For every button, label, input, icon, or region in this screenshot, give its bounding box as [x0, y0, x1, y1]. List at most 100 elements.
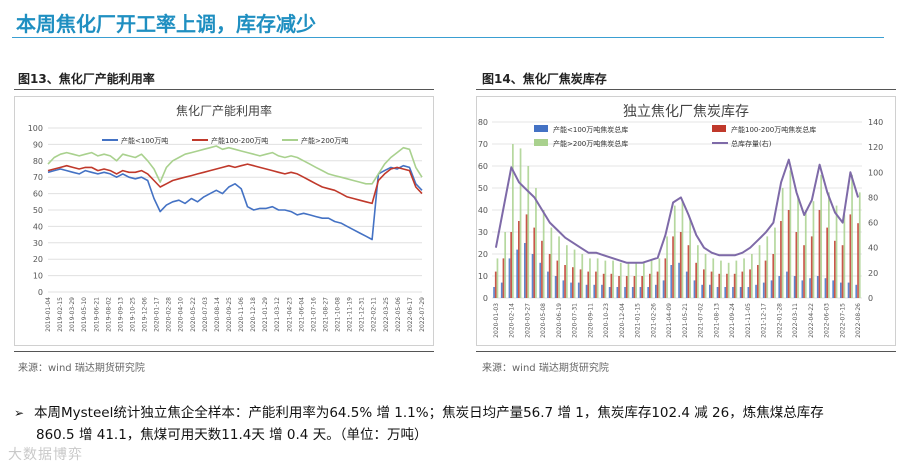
- chart2-bar-0: [809, 278, 811, 298]
- chart2-bar-0: [686, 272, 688, 298]
- chart2-bar-2: [612, 261, 614, 298]
- figure-13-caption: 图13、焦化厂产能利用率: [18, 70, 155, 87]
- chart2-bar-0: [740, 287, 742, 298]
- chart2-bar-1: [641, 276, 643, 298]
- chart2-bar-2: [697, 245, 699, 298]
- chart2-bar-1: [742, 272, 744, 298]
- chart2-bar-0: [632, 287, 634, 298]
- chart1-xtick-label: 2020-08-14: [214, 297, 221, 332]
- chart2-ytick-right-label: 100: [868, 168, 883, 177]
- chart2-bar-0: [547, 272, 549, 298]
- chart1-xtick-label: 2019-10-25: [129, 297, 136, 332]
- chart2-bar-0: [509, 258, 511, 298]
- chart1-ytick-label: 100: [28, 124, 43, 133]
- chart2-ytick-right-label: 60: [868, 219, 878, 228]
- chart2-xtick-label: 2021-12-17: [761, 303, 768, 338]
- chart1-xtick-label: 2020-07-03: [202, 297, 209, 332]
- page-title: 本周焦化厂开工率上调，库存减少: [16, 8, 316, 37]
- chart2-bar-0: [670, 265, 672, 298]
- chart2-bar-2: [712, 258, 714, 298]
- chart2-bar-2: [574, 250, 576, 298]
- chart1-xtick-label: 2021-07-16: [310, 297, 317, 332]
- chart2-ytick-left-label: 10: [478, 272, 488, 281]
- chart1-xtick-label: 2019-05-10: [81, 297, 88, 332]
- chart2-bar-1: [842, 245, 844, 298]
- chart1-xtick-label: 2021-11-19: [347, 297, 354, 332]
- chart2-bar-0: [763, 283, 765, 298]
- chart2-bar-0: [709, 285, 711, 298]
- chart2-bar-0: [570, 283, 572, 298]
- chart1-legend-label: 产能<100万吨: [121, 136, 168, 145]
- chart1-xtick-label: 2020-04-10: [178, 297, 185, 332]
- chart2-bar-2: [651, 261, 653, 298]
- chart1-xtick-label: 2021-03-12: [274, 297, 281, 332]
- chart2-bar-1: [564, 265, 566, 298]
- chart2-bar-1: [572, 267, 574, 298]
- chart2-xtick-label: 2020-09-11: [587, 303, 594, 338]
- chart1-xtick-label: 2022-07-29: [419, 297, 426, 332]
- chart2-bar-1: [549, 254, 551, 298]
- chart2-xtick-label: 2020-07-31: [572, 303, 579, 338]
- chart2-bar-2: [504, 232, 506, 298]
- chart2-bar-1: [734, 274, 736, 298]
- chart2-xtick-label: 2021-08-13: [713, 303, 720, 338]
- chart2-bar-0: [855, 285, 857, 298]
- chart1-xtick-label: 2020-09-25: [226, 297, 233, 332]
- chart2-bar-2: [797, 197, 799, 298]
- chart2-bar-2: [628, 263, 630, 298]
- chart2-bar-0: [717, 287, 719, 298]
- chart2-bar-2: [605, 261, 607, 298]
- chart2-bar-0: [617, 287, 619, 298]
- chart2-bar-0: [601, 285, 603, 298]
- chart1-xtick-label: 2020-02-28: [166, 297, 173, 332]
- chart2-bar-1: [857, 223, 859, 298]
- chart2-bar-1: [557, 261, 559, 298]
- chart2-ytick-left-label: 70: [478, 140, 488, 149]
- chart2-bar-0: [539, 263, 541, 298]
- chart2-xtick-label: 2021-11-05: [745, 303, 752, 338]
- chart2-xtick-label: 2020-12-04: [619, 303, 626, 338]
- chart2-bar-1: [672, 236, 674, 298]
- chart2-bar-0: [586, 285, 588, 298]
- chart2-bar-0: [748, 287, 750, 298]
- figure-14-bottom-rule: [476, 351, 896, 352]
- chart1-ytick-label: 50: [33, 206, 43, 215]
- chart2-bar-2: [859, 192, 861, 298]
- chart2-xtick-label: 2020-03-27: [524, 303, 531, 338]
- chart2-bar-2: [566, 245, 568, 298]
- chart2-ytick-right-label: 80: [868, 193, 878, 202]
- chart1-ytick-label: 0: [38, 288, 43, 297]
- chart2-bar-1: [603, 274, 605, 298]
- chart2-bar-0: [840, 283, 842, 298]
- chart2-bar-0: [524, 243, 526, 298]
- chart1-xtick-label: 2021-08-27: [322, 297, 329, 332]
- chart1-xtick-label: 2021-10-08: [335, 297, 342, 332]
- chart2-bar-1: [518, 221, 520, 298]
- figure-13-bottom-rule: [14, 351, 434, 352]
- summary-line-2: 860.5 增 41.1，焦煤可用天数11.4天 增 0.4 天。（单位：万吨）: [14, 424, 894, 446]
- title-divider: [12, 37, 884, 38]
- chart2-bar-0: [593, 285, 595, 298]
- chart2-ytick-right-label: 40: [868, 244, 878, 253]
- chart2-xtick-label: 2020-10-23: [603, 303, 610, 338]
- chart2-ytick-left-label: 40: [478, 206, 488, 215]
- chart2-bar-0: [786, 272, 788, 298]
- chart2-bar-1: [526, 214, 528, 298]
- chart1-xtick-label: 2019-08-02: [105, 297, 112, 332]
- chart2-bar-1: [533, 228, 535, 298]
- chart1-xtick-label: 2021-01-29: [262, 297, 269, 332]
- chart2-bar-2: [743, 258, 745, 298]
- chart2-xtick-label: 2020-05-08: [540, 303, 547, 338]
- chart1-ytick-label: 80: [33, 157, 43, 166]
- chart2-bar-2: [736, 261, 738, 298]
- chart2-bar-0: [678, 263, 680, 298]
- chart2-bar-0: [794, 276, 796, 298]
- chart2-bar-2: [597, 258, 599, 298]
- chart2-bar-1: [772, 254, 774, 298]
- chart2-bar-1: [587, 272, 589, 298]
- chart2-xtick-label: 2021-05-21: [682, 303, 689, 338]
- chart2-bar-1: [495, 272, 497, 298]
- chart2-bar-0: [755, 285, 757, 298]
- chart2-bar-1: [749, 269, 751, 298]
- figure-14-caption: 图14、焦化厂焦炭库存: [482, 70, 607, 87]
